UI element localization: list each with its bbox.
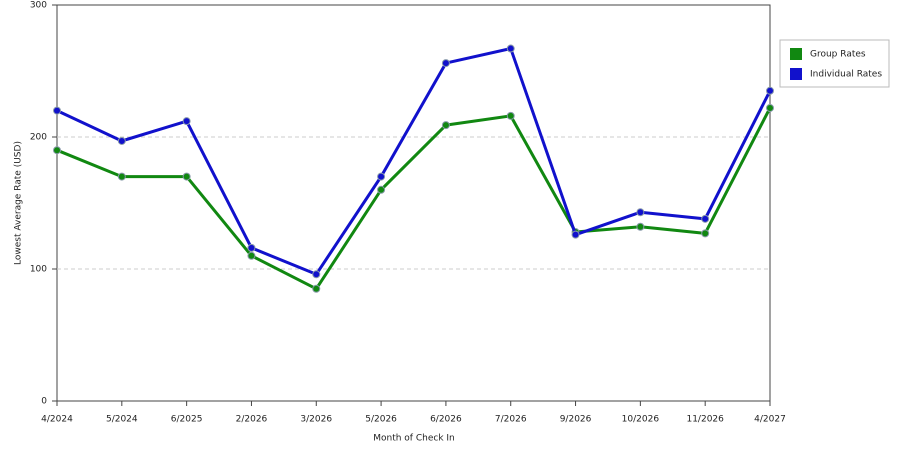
data-point bbox=[182, 172, 191, 181]
x-tick-label: 3/2026 bbox=[300, 415, 332, 425]
data-point bbox=[117, 172, 126, 181]
x-tick-label: 5/2024 bbox=[106, 415, 138, 425]
legend-swatch bbox=[790, 68, 802, 80]
data-point bbox=[636, 222, 645, 231]
series-line bbox=[56, 47, 772, 276]
data-point bbox=[506, 111, 515, 120]
x-tick-label: 6/2025 bbox=[171, 415, 203, 425]
data-point bbox=[571, 230, 580, 239]
y-axis-label: Lowest Average Rate (USD) bbox=[14, 141, 24, 265]
x-tick-label: 4/2027 bbox=[754, 415, 786, 425]
data-point bbox=[766, 103, 774, 112]
y-tick-label: 300 bbox=[30, 1, 47, 11]
x-tick-label: 7/2026 bbox=[495, 415, 527, 425]
data-point bbox=[636, 208, 645, 217]
legend-label: Group Rates bbox=[810, 50, 866, 60]
x-tick-label: 5/2026 bbox=[365, 415, 397, 425]
data-point bbox=[247, 243, 256, 252]
data-point bbox=[377, 172, 386, 181]
data-point bbox=[377, 185, 386, 194]
data-point bbox=[182, 117, 191, 126]
data-point bbox=[312, 270, 321, 279]
data-point bbox=[312, 284, 321, 293]
x-axis-label: Month of Check In bbox=[373, 434, 455, 444]
x-tick-label: 11/2026 bbox=[686, 415, 724, 425]
legend-swatch bbox=[790, 48, 802, 60]
y-tick-label: 100 bbox=[30, 265, 47, 275]
legend-label: Individual Rates bbox=[810, 70, 882, 80]
data-point bbox=[441, 59, 450, 68]
data-point bbox=[441, 121, 450, 130]
plot-area bbox=[56, 4, 771, 402]
data-point bbox=[506, 44, 515, 53]
data-point bbox=[117, 136, 126, 145]
series-line bbox=[56, 107, 772, 291]
data-point bbox=[247, 251, 256, 260]
x-tick-label: 6/2026 bbox=[430, 415, 462, 425]
y-tick-label: 200 bbox=[30, 133, 47, 143]
x-tick-label: 9/2026 bbox=[560, 415, 592, 425]
data-point bbox=[701, 214, 710, 223]
x-tick-label: 4/2024 bbox=[41, 415, 73, 425]
y-tick-label: 0 bbox=[41, 397, 47, 407]
x-tick-label: 10/2026 bbox=[622, 415, 660, 425]
data-point bbox=[53, 146, 61, 155]
x-tick-label: 2/2026 bbox=[236, 415, 268, 425]
data-point bbox=[701, 229, 710, 238]
data-point bbox=[53, 106, 61, 115]
data-point bbox=[766, 86, 774, 95]
